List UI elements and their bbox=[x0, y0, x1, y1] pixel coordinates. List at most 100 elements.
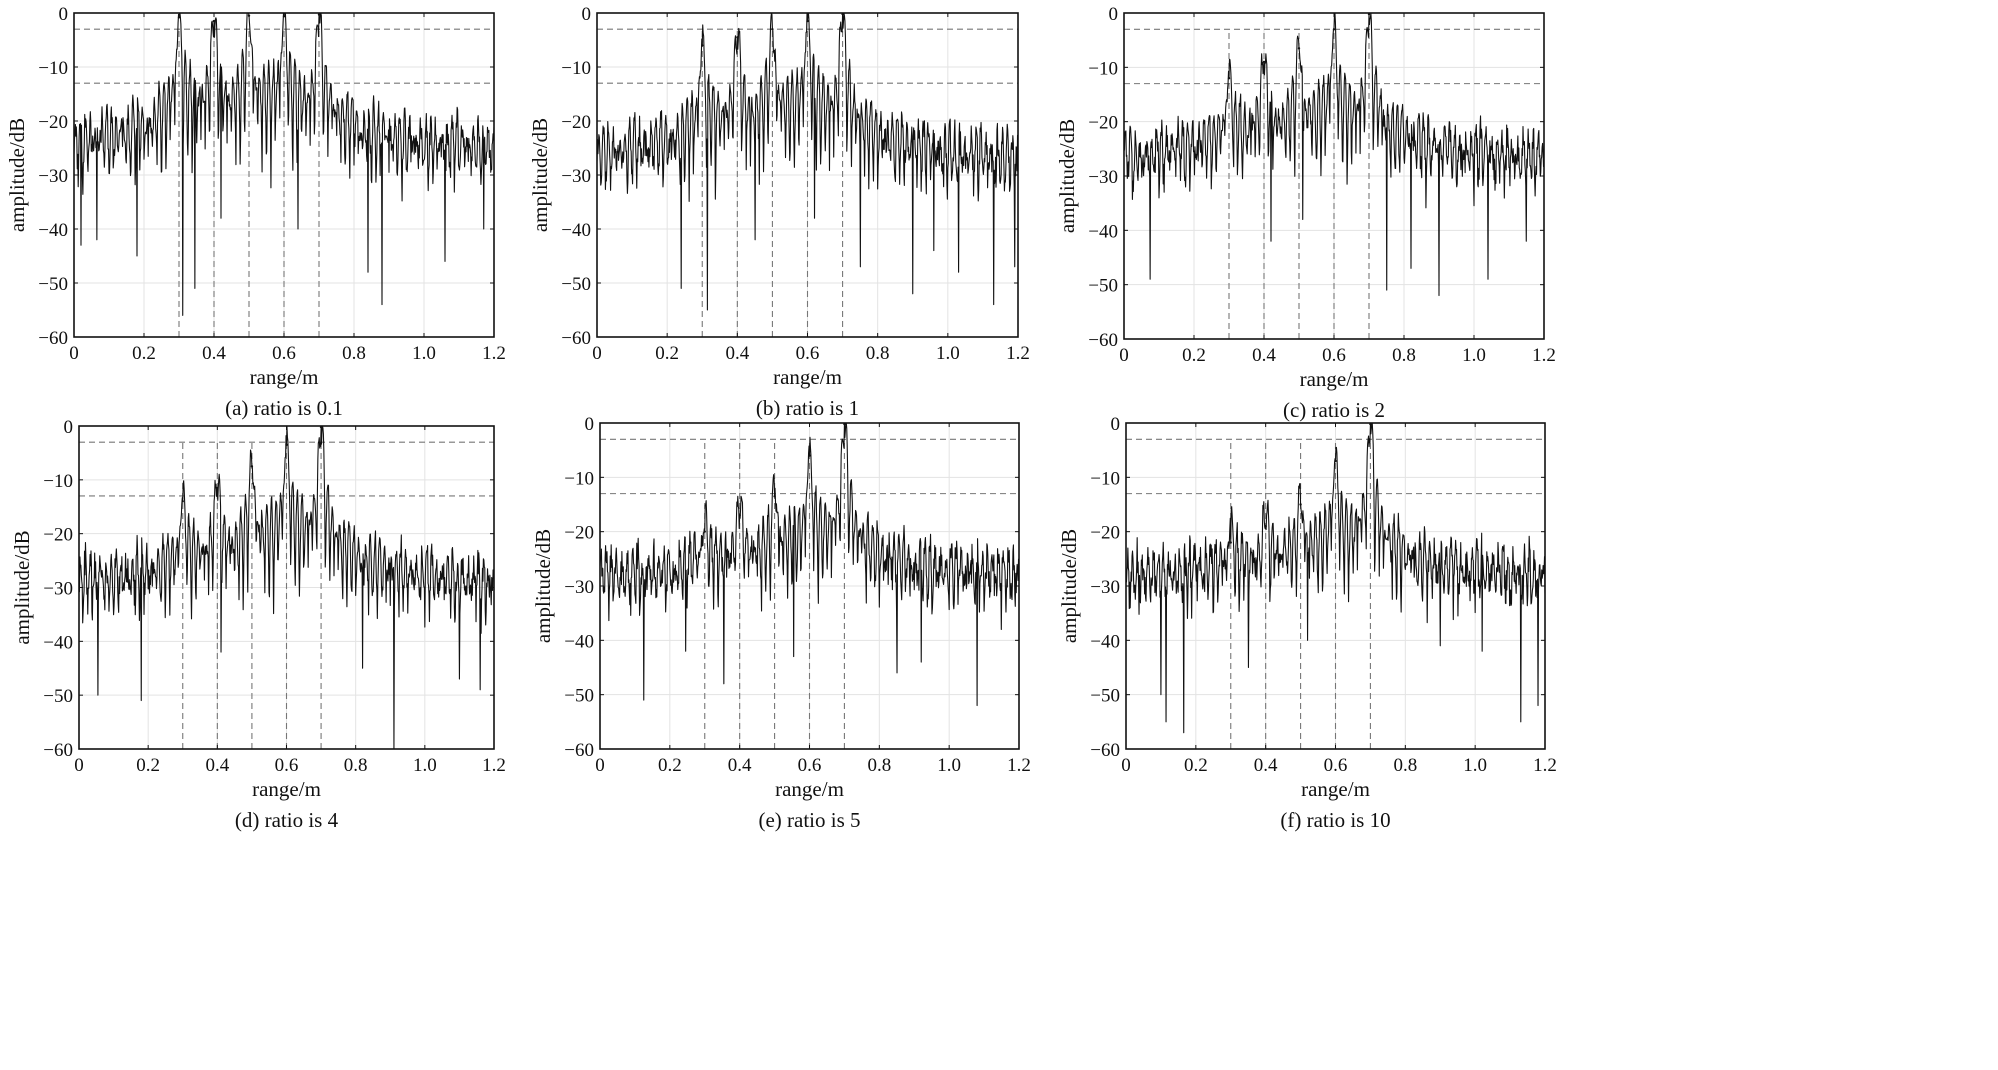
panel-caption: (f) ratio is 10 bbox=[1280, 808, 1390, 832]
x-tick-label: 0.8 bbox=[866, 343, 890, 364]
y-tick-label: −20 bbox=[564, 523, 594, 544]
peak-point bbox=[216, 486, 219, 490]
chart-panel-6: 0 0.2 0.4 0.6 0.8 1.0 1.2 0 −10 −20 −30 −40 −50 −60 ra… bbox=[1057, 414, 1557, 832]
y-tick-label: −50 bbox=[564, 686, 594, 707]
y-axis-label: amplitude/dB bbox=[5, 118, 29, 232]
x-tick-label: 0.2 bbox=[655, 343, 679, 364]
x-tick-label: 0.8 bbox=[1393, 755, 1417, 776]
x-tick-label: 0.2 bbox=[1182, 345, 1206, 366]
x-axis-label: range/m bbox=[1301, 777, 1370, 801]
y-axis-label: amplitude/dB bbox=[1055, 119, 1079, 233]
peak-point bbox=[1334, 459, 1337, 463]
x-tick-label: 0.6 bbox=[1324, 755, 1348, 776]
x-tick-label: 0.2 bbox=[132, 343, 156, 364]
x-tick-label: 0.4 bbox=[202, 343, 226, 364]
y-tick-label: −10 bbox=[564, 468, 594, 489]
y-tick-label: −10 bbox=[38, 58, 68, 79]
y-tick-label: −30 bbox=[43, 579, 73, 600]
y-tick-label: −60 bbox=[561, 328, 591, 349]
x-tick-label: 0 bbox=[1121, 755, 1131, 776]
y-axis-label: amplitude/dB bbox=[10, 530, 34, 644]
x-tick-label: 0.8 bbox=[344, 755, 368, 776]
x-tick-label: 1.0 bbox=[413, 755, 437, 776]
peak-point bbox=[1264, 525, 1267, 528]
x-tick-label: 1.2 bbox=[1006, 343, 1030, 364]
x-tick-label: 0 bbox=[592, 343, 602, 364]
chart-panel-3: 0 0.2 0.4 0.6 0.8 1.0 1.2 0 −10 −20 −30 −40 −50 −60 ra… bbox=[1055, 4, 1556, 422]
chart-panel-4: 0 0.2 0.4 0.6 0.8 1.0 1.2 0 −10 −20 −30 −40 −50 −60 ra… bbox=[10, 417, 506, 832]
peak-point bbox=[736, 36, 739, 39]
peak-point bbox=[177, 16, 181, 19]
x-tick-label: 0.6 bbox=[1322, 345, 1346, 366]
y-tick-label: 0 bbox=[59, 4, 69, 25]
x-axis-label: range/m bbox=[252, 777, 321, 801]
peak-point bbox=[773, 495, 776, 498]
peak-point bbox=[703, 530, 706, 533]
y-tick-label: −60 bbox=[1090, 740, 1120, 761]
x-tick-label: 1.2 bbox=[482, 755, 506, 776]
y-tick-label: −30 bbox=[1088, 167, 1118, 188]
y-tick-label: −20 bbox=[1090, 523, 1120, 544]
y-tick-label: −20 bbox=[43, 525, 73, 546]
y-tick-label: −60 bbox=[1088, 330, 1118, 351]
x-tick-label: 1.0 bbox=[1463, 755, 1487, 776]
y-tick-label: 0 bbox=[582, 4, 592, 25]
y-axis-label: amplitude/dB bbox=[528, 118, 552, 232]
figure: 0 0.2 0.4 0.6 0.8 1.0 1.2 0 −10 −20 −30 −40 −50 −60 ra… bbox=[5, 4, 1557, 832]
x-axis-label: range/m bbox=[1300, 367, 1369, 391]
y-tick-label: 0 bbox=[585, 414, 595, 435]
peak-point bbox=[701, 44, 704, 47]
y-tick-label: −40 bbox=[1090, 631, 1120, 652]
y-tick-label: −20 bbox=[1088, 113, 1118, 134]
peak-point bbox=[212, 19, 216, 23]
peak-point bbox=[247, 14, 251, 17]
y-tick-label: −50 bbox=[561, 274, 591, 295]
x-tick-label: 1.2 bbox=[1007, 755, 1031, 776]
peak-point bbox=[771, 28, 774, 31]
y-axis-label: amplitude/dB bbox=[531, 529, 555, 643]
peak-point bbox=[1262, 60, 1266, 64]
y-tick-label: −10 bbox=[1090, 468, 1120, 489]
x-tick-label: 0.4 bbox=[728, 755, 752, 776]
x-axis-label: range/m bbox=[250, 365, 319, 389]
y-tick-label: −30 bbox=[1090, 577, 1120, 598]
panel-caption: (b) ratio is 1 bbox=[756, 396, 859, 420]
x-tick-label: 0.8 bbox=[342, 343, 366, 364]
chart-panel-5: 0 0.2 0.4 0.6 0.8 1.0 1.2 0 −10 −20 −30 −40 −50 −60 ra… bbox=[531, 414, 1031, 832]
x-tick-label: 1.0 bbox=[936, 343, 960, 364]
y-tick-label: −60 bbox=[564, 740, 594, 761]
y-tick-label: −40 bbox=[561, 220, 591, 241]
y-tick-label: 0 bbox=[64, 417, 74, 438]
peak-point bbox=[250, 465, 254, 468]
x-tick-label: 0.6 bbox=[272, 343, 296, 364]
x-tick-label: 0.2 bbox=[136, 755, 160, 776]
x-tick-label: 0.2 bbox=[658, 755, 682, 776]
x-tick-label: 0.4 bbox=[205, 755, 229, 776]
panel-caption: (d) ratio is 4 bbox=[235, 808, 339, 832]
y-axis-label: amplitude/dB bbox=[1057, 529, 1081, 643]
y-tick-label: −20 bbox=[561, 112, 591, 133]
peak-point bbox=[1297, 47, 1301, 50]
x-tick-label: 0 bbox=[595, 755, 605, 776]
x-tick-label: 0.6 bbox=[796, 343, 820, 364]
y-tick-label: −30 bbox=[561, 166, 591, 187]
x-tick-label: 0.8 bbox=[1392, 345, 1416, 366]
y-tick-label: −30 bbox=[564, 577, 594, 598]
x-tick-label: 0.4 bbox=[725, 343, 749, 364]
x-tick-label: 0.4 bbox=[1252, 345, 1276, 366]
y-tick-label: −50 bbox=[38, 274, 68, 295]
y-tick-label: −40 bbox=[38, 220, 68, 241]
x-tick-label: 0.2 bbox=[1184, 755, 1208, 776]
x-tick-label: 1.2 bbox=[1533, 755, 1557, 776]
x-tick-label: 0.4 bbox=[1254, 755, 1278, 776]
y-tick-label: −60 bbox=[43, 740, 73, 761]
panel-caption: (e) ratio is 5 bbox=[758, 808, 860, 832]
x-tick-label: 0 bbox=[1119, 345, 1129, 366]
y-tick-label: 0 bbox=[1111, 414, 1121, 435]
x-tick-label: 1.0 bbox=[1462, 345, 1486, 366]
y-tick-label: −50 bbox=[1088, 276, 1118, 297]
x-axis-label: range/m bbox=[775, 777, 844, 801]
x-tick-label: 1.0 bbox=[412, 343, 436, 364]
x-tick-label: 1.0 bbox=[937, 755, 961, 776]
x-tick-label: 1.2 bbox=[1532, 345, 1556, 366]
